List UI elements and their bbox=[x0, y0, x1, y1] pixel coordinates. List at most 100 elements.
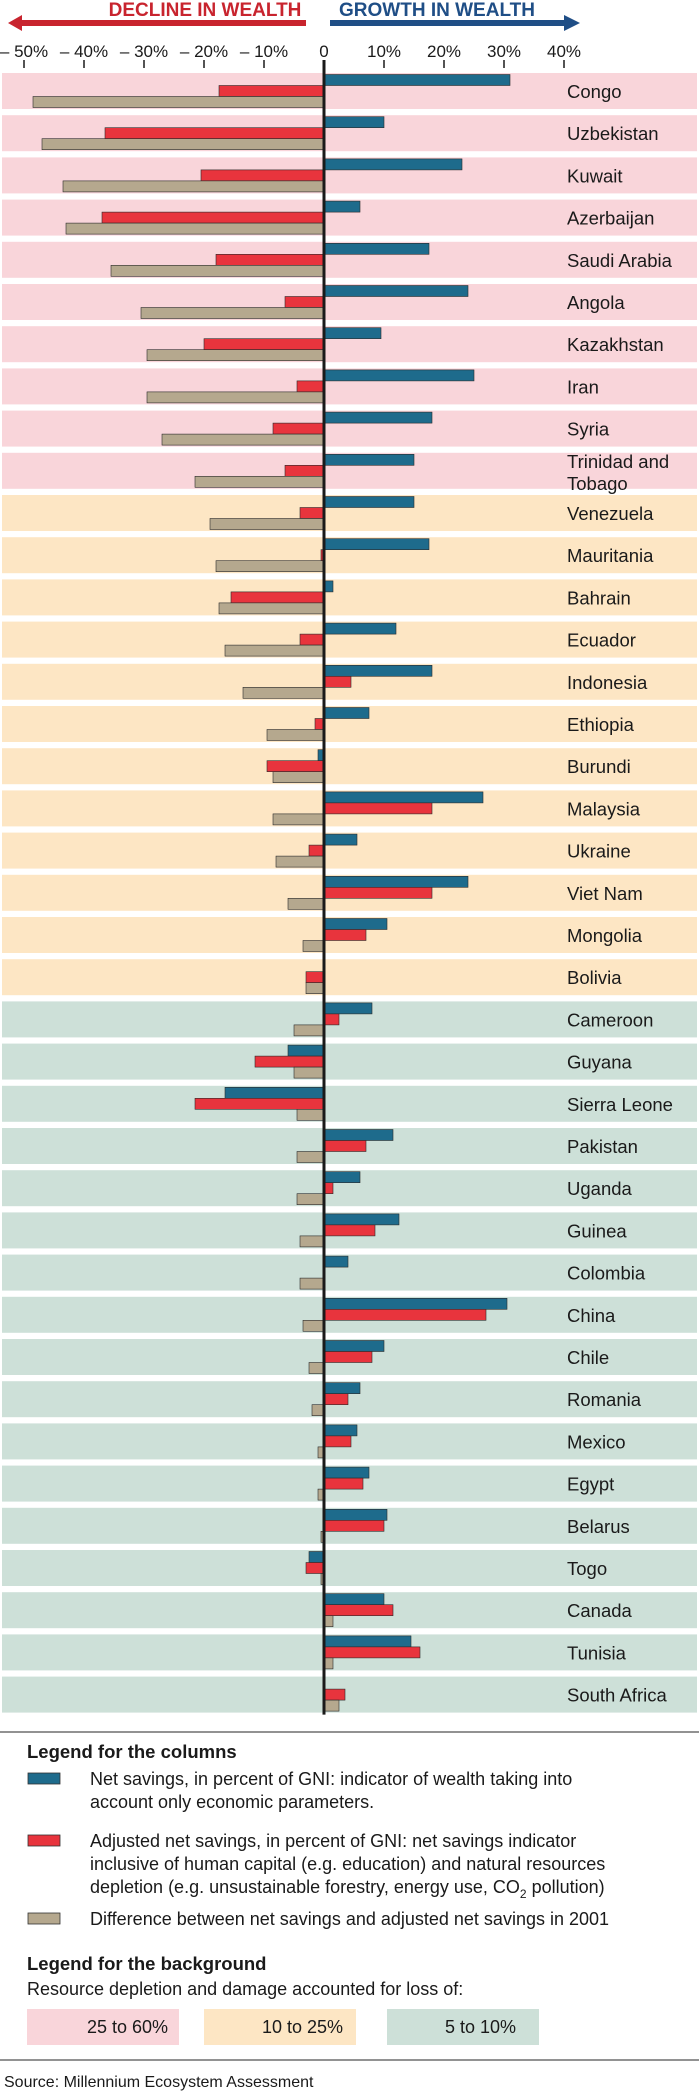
x-tick-label: 30% bbox=[487, 42, 521, 61]
x-tick-label: – 50% bbox=[0, 42, 48, 61]
difference-bar bbox=[299, 1235, 325, 1248]
country-label: Sierra Leone bbox=[567, 1094, 673, 1115]
adjusted-net-savings-bar bbox=[203, 338, 325, 351]
country-label: Indonesia bbox=[567, 672, 648, 693]
difference-bar bbox=[272, 771, 325, 784]
net-savings-bar bbox=[323, 1298, 508, 1310]
row-background bbox=[2, 1676, 697, 1713]
row-background bbox=[2, 1043, 697, 1080]
adjusted-net-savings-bar bbox=[323, 1435, 352, 1448]
legend-swatch-difference bbox=[27, 1912, 61, 1925]
adjusted-net-savings-bar bbox=[305, 1562, 325, 1574]
difference-bar bbox=[302, 1320, 325, 1332]
difference-bar bbox=[146, 349, 325, 362]
adjusted-net-savings-bar bbox=[266, 760, 325, 773]
x-tick-label: – 20% bbox=[180, 42, 228, 61]
legend-band-label-high: 25 to 60% bbox=[87, 2017, 168, 2037]
net-savings-bar bbox=[323, 496, 415, 508]
adjusted-net-savings-bar bbox=[323, 1351, 373, 1363]
x-tick-label: – 40% bbox=[60, 42, 108, 61]
row-background bbox=[2, 748, 697, 785]
country-label: Tunisia bbox=[567, 1642, 627, 1663]
country-label: Bahrain bbox=[567, 587, 631, 608]
net-savings-bar bbox=[323, 622, 397, 635]
net-savings-bar bbox=[323, 116, 385, 128]
adjusted-net-savings-bar bbox=[254, 1055, 325, 1068]
country-label: Ethiopia bbox=[567, 714, 635, 735]
growth-arrow-icon bbox=[330, 15, 580, 31]
country-label: Venezuela bbox=[567, 503, 654, 524]
net-savings-bar bbox=[323, 1593, 385, 1605]
country-label: Mauritania bbox=[567, 545, 654, 566]
country-label-line: Tobago bbox=[567, 473, 628, 494]
country-label: China bbox=[567, 1305, 616, 1326]
net-savings-bar bbox=[323, 833, 358, 846]
legend-background-title: Legend for the background bbox=[27, 1953, 266, 1974]
adjusted-net-savings-bar bbox=[323, 1520, 385, 1532]
adjusted-net-savings-bar bbox=[323, 1688, 346, 1701]
net-savings-bar bbox=[323, 875, 469, 888]
difference-bar bbox=[110, 264, 325, 277]
source-note: Source: Millennium Ecosystem Assessment bbox=[4, 2074, 314, 2091]
net-savings-bar bbox=[224, 1087, 325, 1099]
row-background bbox=[2, 1550, 697, 1586]
adjusted-net-savings-bar bbox=[323, 1224, 376, 1237]
difference-bar bbox=[299, 1277, 325, 1290]
x-tick-label: 0 bbox=[319, 42, 328, 61]
adjusted-net-savings-bar bbox=[200, 169, 325, 182]
difference-bar bbox=[296, 1193, 325, 1205]
country-label: Saudi Arabia bbox=[567, 250, 673, 271]
difference-bar bbox=[224, 644, 325, 657]
country-label: Chile bbox=[567, 1347, 609, 1368]
difference-bar bbox=[194, 475, 325, 488]
country-label: Malaysia bbox=[567, 798, 641, 819]
country-label: Uzbekistan bbox=[567, 123, 659, 144]
adjusted-net-savings-bar bbox=[323, 929, 367, 941]
net-savings-bar bbox=[323, 1635, 412, 1648]
country-label: Cameroon bbox=[567, 1009, 653, 1030]
adjusted-net-savings-bar bbox=[104, 127, 325, 139]
country-label: Viet Nam bbox=[567, 883, 643, 904]
country-label: Ecuador bbox=[567, 630, 636, 651]
net-savings-bar bbox=[323, 1509, 388, 1521]
difference-bar bbox=[296, 1109, 325, 1121]
difference-bar bbox=[308, 1362, 325, 1374]
adjusted-net-savings-bar bbox=[230, 591, 325, 604]
adjusted-net-savings-bar bbox=[299, 633, 325, 646]
country-label: South Africa bbox=[567, 1685, 667, 1706]
decline-arrow-icon bbox=[8, 15, 306, 31]
difference-bar bbox=[293, 1024, 325, 1037]
difference-bar bbox=[32, 96, 325, 108]
difference-bar bbox=[62, 180, 325, 193]
country-label: Mongolia bbox=[567, 925, 643, 946]
difference-bar bbox=[296, 1151, 325, 1163]
net-savings-bar bbox=[323, 1424, 358, 1437]
net-savings-bar bbox=[308, 1551, 325, 1563]
chart-rows: Congo Uzbekistan Kuwait Azerbaijan Saudi Ara… bbox=[2, 73, 697, 1713]
x-tick-label: 10% bbox=[367, 42, 401, 61]
legend-net-line-2: account only economic parameters. bbox=[90, 1792, 374, 1812]
difference-bar bbox=[140, 307, 325, 319]
adjusted-net-savings-bar bbox=[101, 211, 325, 224]
net-savings-bar bbox=[323, 285, 469, 297]
net-savings-bar bbox=[323, 918, 388, 930]
country-label: Kuwait bbox=[567, 165, 623, 186]
legend-adjusted-line-2: inclusive of human capital (e.g. educati… bbox=[90, 1854, 605, 1874]
adjusted-net-savings-bar bbox=[284, 296, 325, 308]
net-savings-bar bbox=[323, 74, 511, 86]
adjusted-net-savings-bar bbox=[323, 1646, 421, 1659]
difference-bar bbox=[266, 729, 325, 741]
country-label: Guinea bbox=[567, 1220, 627, 1241]
adjusted-net-savings-bar bbox=[323, 886, 433, 899]
net-savings-bar bbox=[323, 707, 370, 719]
adjusted-net-savings-bar bbox=[323, 1140, 367, 1152]
country-label: Burundi bbox=[567, 756, 631, 777]
country-label: Trinidad and Tobago bbox=[567, 451, 669, 494]
difference-bar bbox=[287, 897, 325, 910]
difference-bar bbox=[293, 1066, 325, 1079]
country-label: Colombia bbox=[567, 1263, 646, 1284]
country-label: Canada bbox=[567, 1600, 633, 1621]
country-label: Syria bbox=[567, 419, 610, 440]
net-savings-bar bbox=[323, 538, 430, 551]
